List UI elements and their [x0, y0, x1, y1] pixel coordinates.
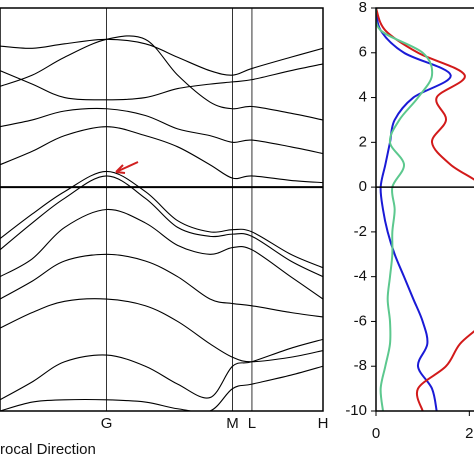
band	[0, 63, 323, 101]
band	[0, 126, 323, 184]
y-tick-label: -2	[354, 223, 367, 240]
dos-curve	[376, 8, 452, 411]
x-tick-label: H	[318, 415, 329, 432]
dos-curve	[376, 8, 474, 411]
band	[0, 338, 323, 401]
x-axis-label: rocal Direction	[0, 441, 96, 458]
y-tick-label: -6	[354, 312, 367, 329]
y-tick-label: -10	[345, 402, 367, 419]
y-tick-label: -4	[354, 268, 367, 285]
dos-curve	[376, 8, 434, 411]
band	[0, 298, 323, 363]
x-tick-label: L	[248, 415, 256, 432]
x-tick-label: M	[226, 415, 239, 432]
dos-panel	[376, 8, 474, 411]
band	[0, 253, 323, 318]
band	[0, 35, 323, 121]
y-tick-label: 2	[359, 133, 367, 150]
arrow	[115, 161, 139, 174]
x-tick-label: 2	[465, 425, 473, 442]
y-tick-label: 8	[359, 0, 367, 16]
band	[0, 38, 323, 76]
band	[0, 208, 323, 300]
band	[0, 107, 323, 155]
band	[0, 175, 323, 278]
x-tick-label: G	[101, 415, 113, 432]
x-tick-label: 0	[372, 425, 380, 442]
y-tick-label: 6	[359, 44, 367, 61]
y-tick-label: 4	[359, 89, 367, 106]
band-panel	[0, 35, 323, 411]
dos-frame	[375, 7, 474, 412]
band	[0, 365, 323, 411]
axes: G M L H -10 -8 -6 -4 -2 0 2 4 6 8 0 2	[0, 0, 474, 442]
y-tick-label: 0	[359, 178, 367, 195]
band-frame	[0, 7, 324, 412]
y-tick-label: -8	[354, 357, 367, 374]
band	[0, 170, 323, 269]
